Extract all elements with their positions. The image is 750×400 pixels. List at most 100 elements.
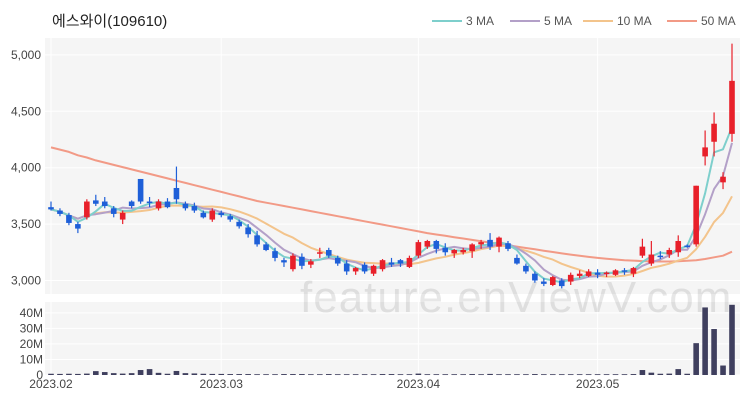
candle xyxy=(711,112,717,157)
candle xyxy=(496,236,502,253)
candle xyxy=(110,206,117,218)
candle-body xyxy=(648,254,655,264)
volume-bar xyxy=(594,374,601,376)
candle xyxy=(729,43,735,142)
volume-bar xyxy=(496,374,502,376)
candle-body xyxy=(164,201,171,208)
candle xyxy=(325,247,332,258)
volume-tick-label: 10M xyxy=(20,352,43,366)
candle xyxy=(532,271,538,283)
candle-body xyxy=(263,244,269,251)
volume-bar xyxy=(469,374,475,375)
volume-bar xyxy=(200,373,207,375)
candle-body xyxy=(693,185,699,245)
candle-body xyxy=(119,212,126,220)
candle xyxy=(388,257,395,267)
candle xyxy=(675,235,682,257)
candle-body xyxy=(603,272,610,275)
candle xyxy=(101,197,108,209)
volume-bar xyxy=(317,374,323,376)
price-tick-label: 3,000 xyxy=(11,273,41,287)
candle-body xyxy=(379,260,386,270)
candle-body xyxy=(325,250,332,256)
candle-body xyxy=(397,260,404,264)
candle xyxy=(209,208,216,222)
price-tick-label: 3,500 xyxy=(11,217,41,231)
volume-bar xyxy=(379,374,386,375)
candle xyxy=(621,268,628,275)
watermark: feature.enViewV.com xyxy=(300,273,732,322)
volume-bar xyxy=(514,374,520,376)
candle xyxy=(460,247,466,255)
volume-bar xyxy=(702,307,708,375)
candle xyxy=(317,247,323,258)
volume-bar xyxy=(388,374,395,375)
volume-bar xyxy=(675,369,682,375)
volume-bar xyxy=(128,373,135,375)
candle xyxy=(576,270,583,279)
candle xyxy=(514,254,520,265)
candle xyxy=(657,251,664,260)
volume-tick-label: 20M xyxy=(20,337,43,351)
candle xyxy=(549,275,556,287)
price-gridlines xyxy=(45,54,740,281)
price-tick-label: 4,000 xyxy=(11,161,41,175)
candle-body xyxy=(424,240,431,247)
candle-body xyxy=(146,201,153,204)
candle xyxy=(424,239,431,249)
volume-bar xyxy=(603,374,610,376)
candle xyxy=(693,185,699,247)
candle-body xyxy=(254,235,260,245)
candle-body xyxy=(505,243,511,249)
candle xyxy=(352,266,359,275)
candle-body xyxy=(191,206,198,211)
volume-bar xyxy=(245,374,251,375)
candle-body xyxy=(406,257,413,267)
candle xyxy=(343,260,350,275)
volume-bar xyxy=(290,374,296,375)
candle xyxy=(558,278,565,289)
volume-bar xyxy=(325,374,332,375)
candle xyxy=(361,262,368,274)
volume-bar xyxy=(478,374,484,376)
candle xyxy=(66,212,72,226)
candle xyxy=(236,219,242,229)
candle-body xyxy=(594,272,601,275)
candle xyxy=(523,263,529,274)
candle-body xyxy=(281,260,287,263)
candle-body xyxy=(361,264,368,272)
volume-bar xyxy=(119,373,126,375)
legend-item: 5 MA xyxy=(510,14,572,28)
volume-bar xyxy=(532,374,538,375)
volume-bar xyxy=(254,374,260,376)
candle xyxy=(612,269,619,276)
price-tick-label: 5,000 xyxy=(11,48,41,62)
volume-bar xyxy=(630,374,637,375)
candle-body xyxy=(469,244,475,252)
volume-bar xyxy=(93,371,99,375)
volume-bar xyxy=(281,374,287,375)
candle-body xyxy=(308,261,314,265)
candle-body xyxy=(729,80,735,134)
candle-body xyxy=(155,201,162,209)
legend-label: 3 MA xyxy=(466,14,494,28)
candle xyxy=(505,240,511,252)
candle xyxy=(684,244,690,248)
candle xyxy=(541,278,547,287)
volume-bar xyxy=(101,372,108,375)
candle-body xyxy=(460,250,466,253)
candle-body xyxy=(478,242,484,245)
candle-body xyxy=(549,277,556,285)
volume-bar xyxy=(567,374,574,376)
candle-body xyxy=(532,273,538,281)
chart-title: 에스와이(109610) xyxy=(52,13,167,30)
candle xyxy=(200,210,207,219)
volume-bar xyxy=(621,374,628,376)
candle xyxy=(487,233,493,251)
candle-body xyxy=(209,210,216,220)
candle xyxy=(451,248,458,258)
volume-bar xyxy=(361,374,368,376)
candle xyxy=(406,255,413,269)
candle xyxy=(245,224,251,238)
candle-body xyxy=(684,245,690,248)
